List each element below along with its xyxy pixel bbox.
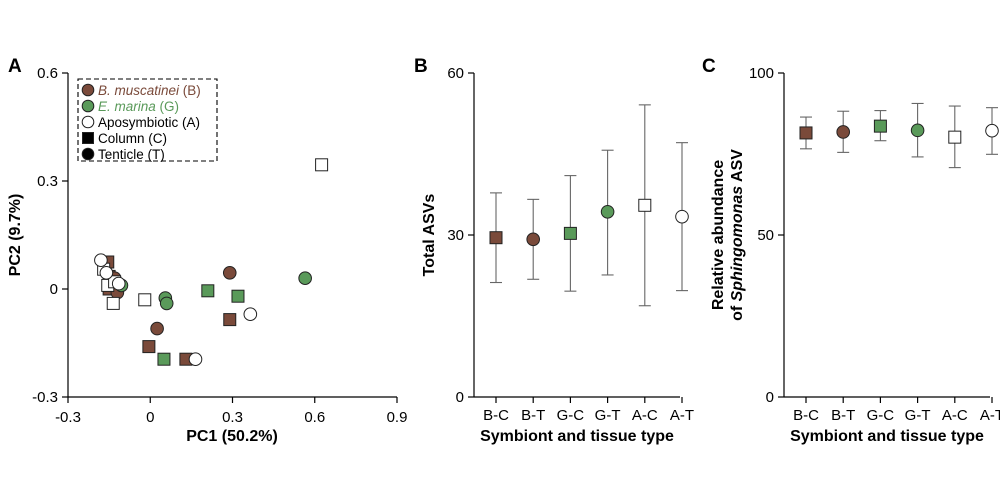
ylabel-prefix: of	[729, 301, 746, 321]
ylabel-italic: Sphingomonas	[729, 186, 746, 302]
pca-point-a-t	[243, 307, 258, 322]
panel-b-y-tick-label: 0	[456, 389, 464, 406]
legend-name: Tenticle (T)	[98, 147, 165, 162]
panel-b-x-tick-label: G-T	[595, 407, 621, 424]
legend-label-1: B. muscatinei (B)	[98, 83, 201, 98]
mean-point-a-t	[985, 123, 999, 138]
pca-point-g-t	[159, 296, 174, 311]
mean-point-b-c	[489, 231, 503, 245]
panel-a-y-tick-label: 0.6	[37, 65, 58, 82]
mean-point-a-c	[948, 130, 962, 144]
mean-point-g-t	[910, 123, 925, 138]
pca-point-g-c	[201, 284, 215, 298]
panel-c-y-axis-title-line2: of Sphingomonas ASV	[729, 149, 746, 321]
panel-b-x-axis-title: Symbiont and tissue type	[480, 428, 674, 445]
panel-a-x-tick-label: 0.6	[304, 409, 325, 426]
pca-point-a-t	[99, 266, 114, 280]
panel-b-x-tick-label: B-C	[483, 407, 509, 424]
pca-point-a-c	[138, 293, 152, 307]
legend-name: Column (C)	[98, 131, 167, 146]
mean-point-g-c	[873, 119, 887, 133]
panel-c-x-tick-label: G-T	[905, 407, 931, 424]
legend-marker-5	[81, 147, 95, 161]
panel-a-y-axis-title: PC2 (9.7%)	[7, 194, 24, 277]
mean-point-b-c	[799, 126, 813, 140]
panel-a-pca: A -0.3 0 0.3 0.6 0.9 -0.3 0 0.3 0.6 PC1 (50.2%)…	[7, 56, 407, 445]
panel-b-x-tick-label: A-T	[670, 407, 694, 424]
pca-point-b-c	[223, 313, 237, 327]
mean-point-b-t	[836, 125, 851, 139]
panel-b-x-tick-label: B-T	[521, 407, 545, 424]
panel-a-letter: A	[8, 56, 22, 77]
pca-point-g-c	[231, 289, 245, 303]
panel-a-x-tick-label: -0.3	[55, 409, 81, 426]
panel-a-y-tick-label: 0.3	[37, 173, 58, 190]
legend-label-4: Column (C)	[98, 131, 167, 146]
panel-c-x-tick-label: B-T	[831, 407, 855, 424]
panel-c-y-axis-title: Relative abundance of Sphingomonas ASV	[710, 149, 746, 321]
panel-a-y-tick-label: -0.3	[32, 389, 58, 406]
legend-marker-4	[82, 132, 94, 144]
panel-a-y-tick-label: 0	[50, 281, 58, 298]
legend-name: Aposymbiotic (A)	[98, 115, 200, 130]
panel-b-y-tick-label: 60	[447, 65, 464, 82]
legend-box	[77, 78, 218, 162]
pca-point-a-t	[111, 276, 126, 291]
pca-point-g-t	[298, 271, 312, 286]
legend-label-5: Tenticle (T)	[98, 147, 165, 162]
panel-b-letter: B	[414, 56, 428, 77]
panel-c-x-axis-title: Symbiont and tissue type	[790, 428, 984, 445]
mean-point-g-c	[563, 226, 577, 240]
legend-name: B. muscatinei	[98, 83, 180, 98]
mean-point-a-t	[675, 209, 689, 224]
panel-a-x-tick-label: 0.3	[222, 409, 243, 426]
panel-c-x-tick-label: A-C	[942, 407, 968, 424]
pca-point-a-c	[106, 296, 120, 310]
panel-b-y-axis-title: Total ASVs	[421, 194, 438, 277]
ylabel-suffix: ASV	[729, 149, 746, 186]
legend-name: E. marina	[98, 99, 156, 114]
panel-c-y-axis-title-line1: Relative abundance	[710, 160, 727, 310]
panel-b-x-tick-label: G-C	[557, 407, 585, 424]
panel-c-x-tick-label: B-C	[793, 407, 819, 424]
panel-c-letter: C	[702, 56, 716, 77]
panel-c-y-tick-label: 100	[749, 65, 774, 82]
panel-c-x-tick-label: A-T	[980, 407, 1000, 424]
panel-c-y-tick-label: 0	[766, 389, 774, 406]
legend-label-3: Aposymbiotic (A)	[98, 115, 200, 130]
pca-point-b-t	[222, 266, 237, 280]
panel-c-x-tick-label: G-C	[867, 407, 895, 424]
pca-point-a-c	[315, 158, 329, 172]
legend-marker-3	[81, 115, 95, 129]
panel-b-y-tick-label: 30	[447, 227, 464, 244]
legend-suffix: (B)	[179, 83, 201, 98]
pca-point-g-c	[157, 352, 171, 366]
legend-suffix: (G)	[156, 99, 179, 114]
panel-b-total-asvs: B 0 30 60 B-C B-T G-C G-T A-C A-T Symbiont and …	[414, 56, 694, 445]
panel-b-x-tick-label: A-C	[632, 407, 658, 424]
panel-a-x-tick-label: 0.9	[387, 409, 408, 426]
pca-point-a-t	[94, 253, 108, 268]
legend-label-2: E. marina (G)	[98, 99, 179, 114]
mean-point-b-t	[526, 232, 541, 247]
panel-c-sphingomonas: C 0 50 100 B-C B-T G-C G-T A-C A-T Symbiont and…	[702, 56, 1000, 445]
panel-c-y-tick-label: 50	[757, 227, 774, 244]
pca-point-a-t	[188, 352, 203, 367]
legend-marker-2	[81, 99, 95, 113]
legend-marker-1	[81, 83, 95, 97]
mean-point-g-t	[600, 204, 615, 219]
pca-point-b-c	[142, 340, 156, 354]
panel-a-legend: B. muscatinei (B)E. marina (G)Aposymbiot…	[77, 78, 218, 162]
pca-point-b-t	[150, 321, 164, 336]
mean-point-a-c	[638, 198, 652, 212]
panel-a-x-axis-title: PC1 (50.2%)	[186, 428, 278, 445]
panel-a-x-tick-label: 0	[146, 409, 154, 426]
